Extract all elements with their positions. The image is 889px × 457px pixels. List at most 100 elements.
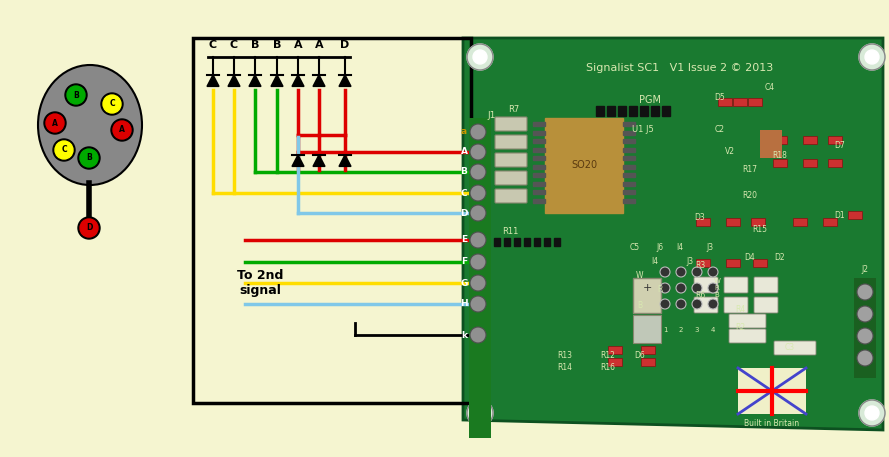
FancyBboxPatch shape [729, 329, 766, 343]
Text: a: a [461, 128, 467, 137]
Text: C3: C3 [785, 344, 795, 352]
Polygon shape [228, 75, 240, 86]
Bar [533, 148, 545, 152]
Text: To 2nd
signal: To 2nd signal [236, 269, 284, 297]
Text: U1 J5: U1 J5 [632, 126, 654, 134]
Text: D: D [340, 40, 349, 50]
Text: 4: 4 [711, 327, 715, 333]
Bar [641, 358, 655, 366]
Text: R4: R4 [735, 305, 745, 314]
Circle shape [470, 144, 486, 160]
Circle shape [660, 283, 670, 293]
Polygon shape [249, 75, 261, 86]
Circle shape [78, 147, 100, 169]
Circle shape [55, 141, 73, 159]
FancyBboxPatch shape [729, 314, 766, 328]
Circle shape [46, 114, 64, 132]
Circle shape [80, 149, 98, 167]
Text: +: + [643, 283, 652, 293]
Text: C4: C4 [765, 84, 775, 92]
FancyBboxPatch shape [495, 153, 527, 167]
Bar [633, 278, 661, 313]
Bar [533, 122, 545, 126]
Bar [726, 218, 740, 226]
Circle shape [470, 124, 486, 140]
Bar [651, 106, 659, 116]
Bar [773, 159, 787, 167]
Text: F: F [461, 257, 467, 266]
Circle shape [859, 44, 885, 70]
Text: Built in Britain: Built in Britain [744, 420, 799, 429]
Text: R15: R15 [752, 225, 767, 234]
Bar [828, 159, 842, 167]
Circle shape [467, 400, 493, 426]
Text: C: C [230, 40, 238, 50]
Bar [696, 259, 710, 267]
Bar [534, 238, 540, 246]
Text: D6: D6 [635, 351, 645, 360]
Bar [633, 315, 661, 343]
Text: R: R [657, 286, 662, 294]
Circle shape [676, 283, 686, 293]
Bar [554, 238, 560, 246]
FancyBboxPatch shape [774, 341, 816, 355]
Bar [533, 131, 545, 134]
FancyBboxPatch shape [495, 135, 527, 149]
Text: R13: R13 [557, 351, 573, 360]
Text: D2: D2 [774, 254, 785, 262]
Circle shape [53, 139, 75, 161]
Circle shape [44, 112, 66, 134]
Bar [726, 259, 740, 267]
Text: D7: D7 [835, 140, 845, 149]
Circle shape [111, 119, 133, 141]
Bar [623, 156, 635, 160]
Bar [533, 181, 545, 186]
Text: B: B [273, 40, 281, 50]
Circle shape [692, 299, 702, 309]
Bar [504, 238, 510, 246]
Text: D5: D5 [715, 94, 725, 102]
Circle shape [103, 95, 121, 113]
Text: B: B [73, 90, 79, 100]
Polygon shape [313, 155, 325, 166]
Text: R6: R6 [695, 291, 705, 299]
Bar [623, 122, 635, 126]
Circle shape [865, 50, 879, 64]
Circle shape [692, 283, 702, 293]
Bar [608, 358, 622, 366]
Ellipse shape [38, 65, 142, 185]
Text: D1: D1 [835, 211, 845, 219]
FancyBboxPatch shape [724, 277, 748, 293]
Text: I4: I4 [652, 257, 659, 266]
Bar [618, 106, 626, 116]
Text: B: B [251, 40, 260, 50]
Bar [524, 238, 530, 246]
Bar [596, 106, 604, 116]
Circle shape [473, 406, 487, 420]
Polygon shape [292, 155, 304, 166]
Text: R18: R18 [773, 150, 788, 159]
Bar [623, 131, 635, 134]
Polygon shape [313, 75, 325, 86]
Text: R3: R3 [695, 260, 705, 270]
Text: D: D [86, 223, 92, 233]
Bar [753, 259, 767, 267]
Bar [193, 38, 471, 403]
Circle shape [676, 299, 686, 309]
Polygon shape [292, 75, 304, 86]
Bar [623, 139, 635, 143]
Text: R17: R17 [742, 165, 757, 175]
Circle shape [470, 296, 486, 312]
FancyBboxPatch shape [495, 117, 527, 131]
Bar [533, 139, 545, 143]
Text: G: G [461, 278, 468, 287]
Text: 3: 3 [694, 327, 700, 333]
Text: C5: C5 [630, 244, 640, 253]
Bar [696, 218, 710, 226]
Bar [751, 218, 765, 226]
Circle shape [859, 400, 885, 426]
Bar [623, 165, 635, 169]
Bar [748, 98, 762, 106]
Polygon shape [207, 75, 219, 86]
Bar [623, 181, 635, 186]
